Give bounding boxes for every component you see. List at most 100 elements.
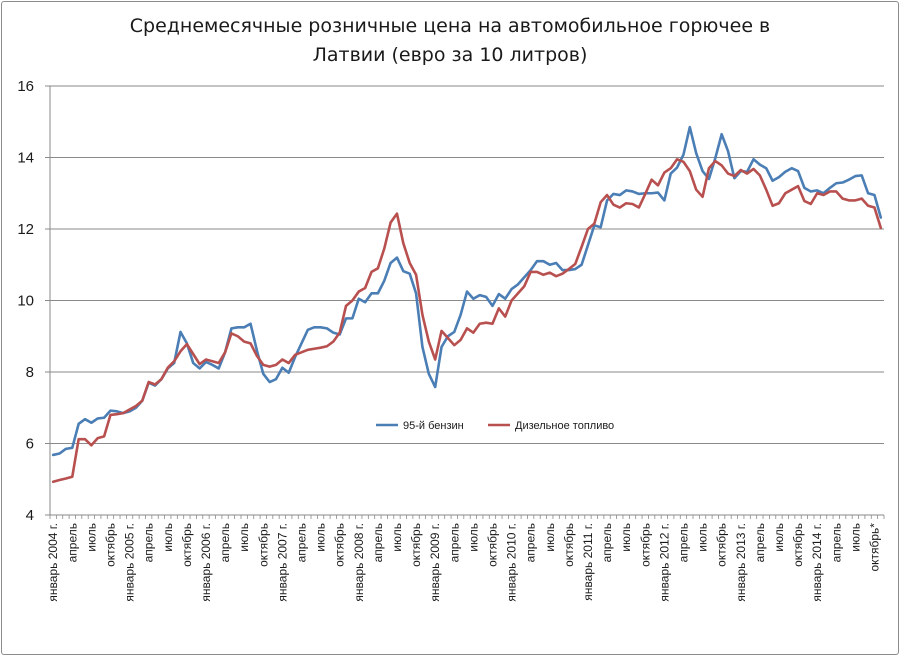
data-point (58, 452, 61, 455)
data-point (364, 287, 366, 289)
data-point (90, 444, 92, 446)
x-tick-label: апрель (294, 523, 308, 562)
data-point (619, 194, 621, 196)
data-point (689, 170, 691, 172)
data-point (377, 267, 379, 269)
data-point (440, 330, 443, 332)
data-point (128, 408, 131, 411)
data-point (765, 167, 767, 169)
y-axis: 4 6 8 10 12 14 16 (17, 78, 51, 524)
data-point (313, 348, 315, 350)
data-point (71, 476, 73, 478)
data-point (440, 346, 443, 348)
data-point (332, 341, 334, 343)
data-point (721, 164, 723, 166)
data-point (383, 248, 385, 250)
data-point (199, 363, 201, 365)
data-point (135, 405, 137, 407)
x-tick-label: октябрь (485, 523, 499, 567)
data-point (848, 199, 850, 201)
data-point (523, 285, 525, 287)
data-point (116, 410, 118, 412)
data-point (797, 170, 799, 172)
data-point (472, 298, 474, 300)
x-tick-label: октябрь (791, 523, 805, 567)
data-point (453, 344, 455, 346)
x-tick-label: октябрь (409, 523, 423, 567)
data-point (148, 381, 150, 383)
data-point (243, 341, 245, 343)
data-point (612, 204, 615, 206)
y-tick-label: 14 (17, 150, 34, 167)
x-tick-label: апрель (371, 523, 385, 562)
data-point (71, 447, 73, 449)
data-point (561, 269, 564, 271)
data-point (733, 175, 735, 177)
x-tick-label: июль (161, 523, 175, 552)
data-point (714, 157, 716, 159)
data-point (848, 179, 850, 181)
data-point (211, 360, 213, 362)
x-tick-label: октябрь (256, 523, 270, 567)
data-point (205, 358, 207, 361)
data-point (269, 381, 271, 383)
data-point (460, 314, 462, 316)
x-tick-label: январь 2005 г. (123, 523, 137, 602)
data-point (141, 400, 143, 402)
data-point (542, 274, 545, 276)
data-point (568, 268, 570, 270)
data-point (778, 202, 780, 204)
data-point (593, 223, 595, 225)
data-point (460, 339, 462, 341)
data-point (873, 194, 876, 196)
x-axis: январь 2004 г. апрель июль октябрь январь 20… (46, 514, 885, 602)
data-point (581, 264, 583, 266)
y-tick-label: 8 (26, 364, 34, 381)
data-point (230, 327, 233, 329)
x-tick-label: апрель (218, 523, 232, 562)
data-point (784, 171, 786, 173)
data-point (205, 361, 207, 363)
x-tick-label: июль (543, 523, 557, 552)
data-point (300, 342, 303, 344)
data-point (631, 190, 634, 193)
x-tick-label: апрель (829, 523, 843, 562)
data-point (351, 317, 353, 319)
data-point (179, 331, 182, 333)
data-point (491, 305, 494, 307)
data-point (765, 189, 767, 191)
data-point (663, 171, 665, 174)
chart-title: Среднемесячные розничные цена на автомоб… (0, 12, 900, 70)
data-point (682, 154, 685, 156)
legend-label-1: 95-й бензин (403, 420, 464, 432)
data-point (319, 347, 322, 349)
data-point (97, 437, 99, 439)
data-point (332, 332, 334, 334)
data-point (249, 342, 252, 344)
data-point (351, 299, 353, 302)
data-point (810, 190, 812, 193)
data-point (237, 335, 239, 337)
data-point (778, 176, 780, 178)
x-tick-label: январь 2012 г. (657, 523, 671, 602)
data-point (218, 362, 220, 364)
x-tick-label: апрель (447, 523, 461, 562)
data-point (835, 190, 837, 193)
data-point (370, 292, 373, 294)
data-point (867, 205, 869, 207)
x-tick-label: январь 2014 г. (810, 523, 824, 602)
data-point (97, 417, 99, 420)
data-point (491, 323, 494, 325)
data-point (510, 288, 513, 290)
data-point (230, 332, 233, 334)
data-point (52, 454, 54, 456)
x-tick-label: апрель (524, 523, 538, 562)
data-point (84, 438, 86, 440)
x-tick-label: апрель (142, 523, 156, 562)
data-point (249, 323, 252, 325)
data-point (517, 292, 519, 294)
data-point (192, 353, 194, 355)
data-point (606, 199, 608, 201)
